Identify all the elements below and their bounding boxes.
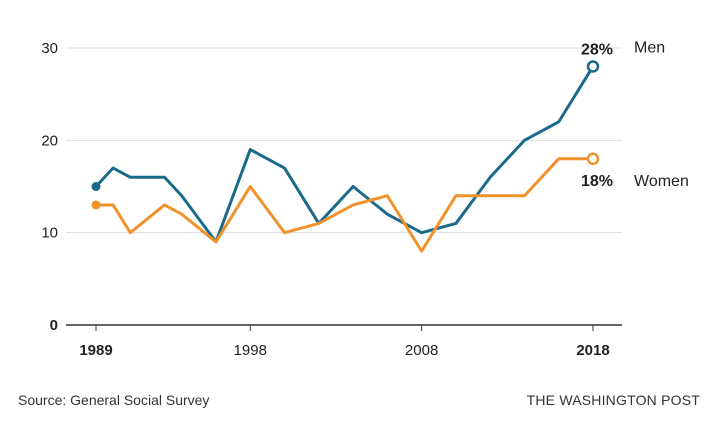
series-lines — [91, 60, 600, 253]
women-end-point — [586, 152, 600, 166]
men-end-point — [586, 60, 600, 73]
x-tick-label-1989: 1989 — [79, 342, 112, 359]
legend-label-men: Men — [634, 39, 665, 56]
men-end-value-label: 28% — [581, 41, 613, 58]
y-tick-label-20: 20 — [41, 132, 58, 149]
y-tick-label-0: 0 — [50, 317, 58, 334]
x-tick-label-2018: 2018 — [576, 342, 609, 359]
source-note: Source: General Social Survey — [18, 392, 210, 408]
women-end-value-label: 18% — [581, 173, 613, 190]
y-tick-label-10: 10 — [41, 225, 58, 242]
men-start-point — [91, 182, 101, 191]
x-tick-label-2008: 2008 — [405, 342, 438, 359]
line-chart: 0 10 20 30 1989 1998 2008 2018 28% Men 18% Women — [41, 39, 689, 359]
x-axis-tick-labels: 1989 1998 2008 2018 — [79, 342, 609, 359]
women-start-point — [91, 200, 101, 210]
gridlines — [66, 47, 622, 331]
end-labels: 28% Men 18% Women — [581, 39, 689, 189]
x-tick-label-1998: 1998 — [234, 342, 267, 359]
women-series-line — [94, 157, 595, 253]
y-tick-label-30: 30 — [41, 40, 58, 57]
y-axis-tick-labels: 0 10 20 30 — [41, 40, 58, 334]
legend-label-women: Women — [634, 173, 689, 190]
publisher-credit: THE WASHINGTON POST — [526, 392, 700, 408]
men-series-line — [94, 64, 595, 244]
